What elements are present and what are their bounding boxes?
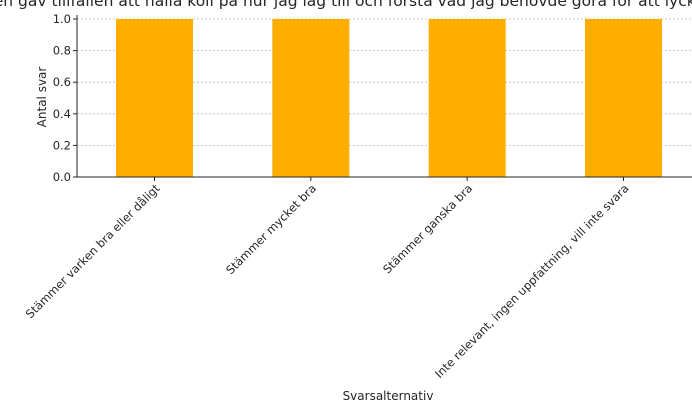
- x-axis-ticks: Stämmer varken bra eller dåligt Stämmer m…: [23, 177, 632, 381]
- y-tick-label: 0.0: [53, 170, 71, 184]
- axes: [76, 15, 692, 178]
- bar: [116, 19, 193, 177]
- y-axis-label: Antal svar: [35, 67, 49, 128]
- x-tick-label: Inte relevant, ingen uppfattning, vill i…: [432, 181, 632, 381]
- y-tick-label: 0.2: [53, 138, 71, 152]
- y-tick-label: 0.8: [53, 44, 71, 58]
- y-tick-label: 0.4: [53, 107, 71, 121]
- y-tick-label: 0.6: [53, 75, 71, 89]
- bars: [116, 19, 662, 177]
- bar: [272, 19, 350, 177]
- y-axis-ticks: 0.0 0.2 0.4 0.6 0.8 1.0: [53, 12, 77, 184]
- chart-title: ...en gav tillfällen att hålla koll på h…: [0, 0, 692, 10]
- x-tick-label: Stämmer ganska bra: [380, 181, 475, 276]
- bar: [584, 19, 662, 177]
- x-tick-label: Stämmer varken bra eller dåligt: [23, 181, 163, 321]
- x-axis-label: Svarsalternativ: [343, 389, 434, 403]
- bar: [428, 19, 506, 177]
- y-tick-label: 1.0: [53, 12, 71, 26]
- x-tick-label: Stämmer mycket bra: [223, 181, 319, 277]
